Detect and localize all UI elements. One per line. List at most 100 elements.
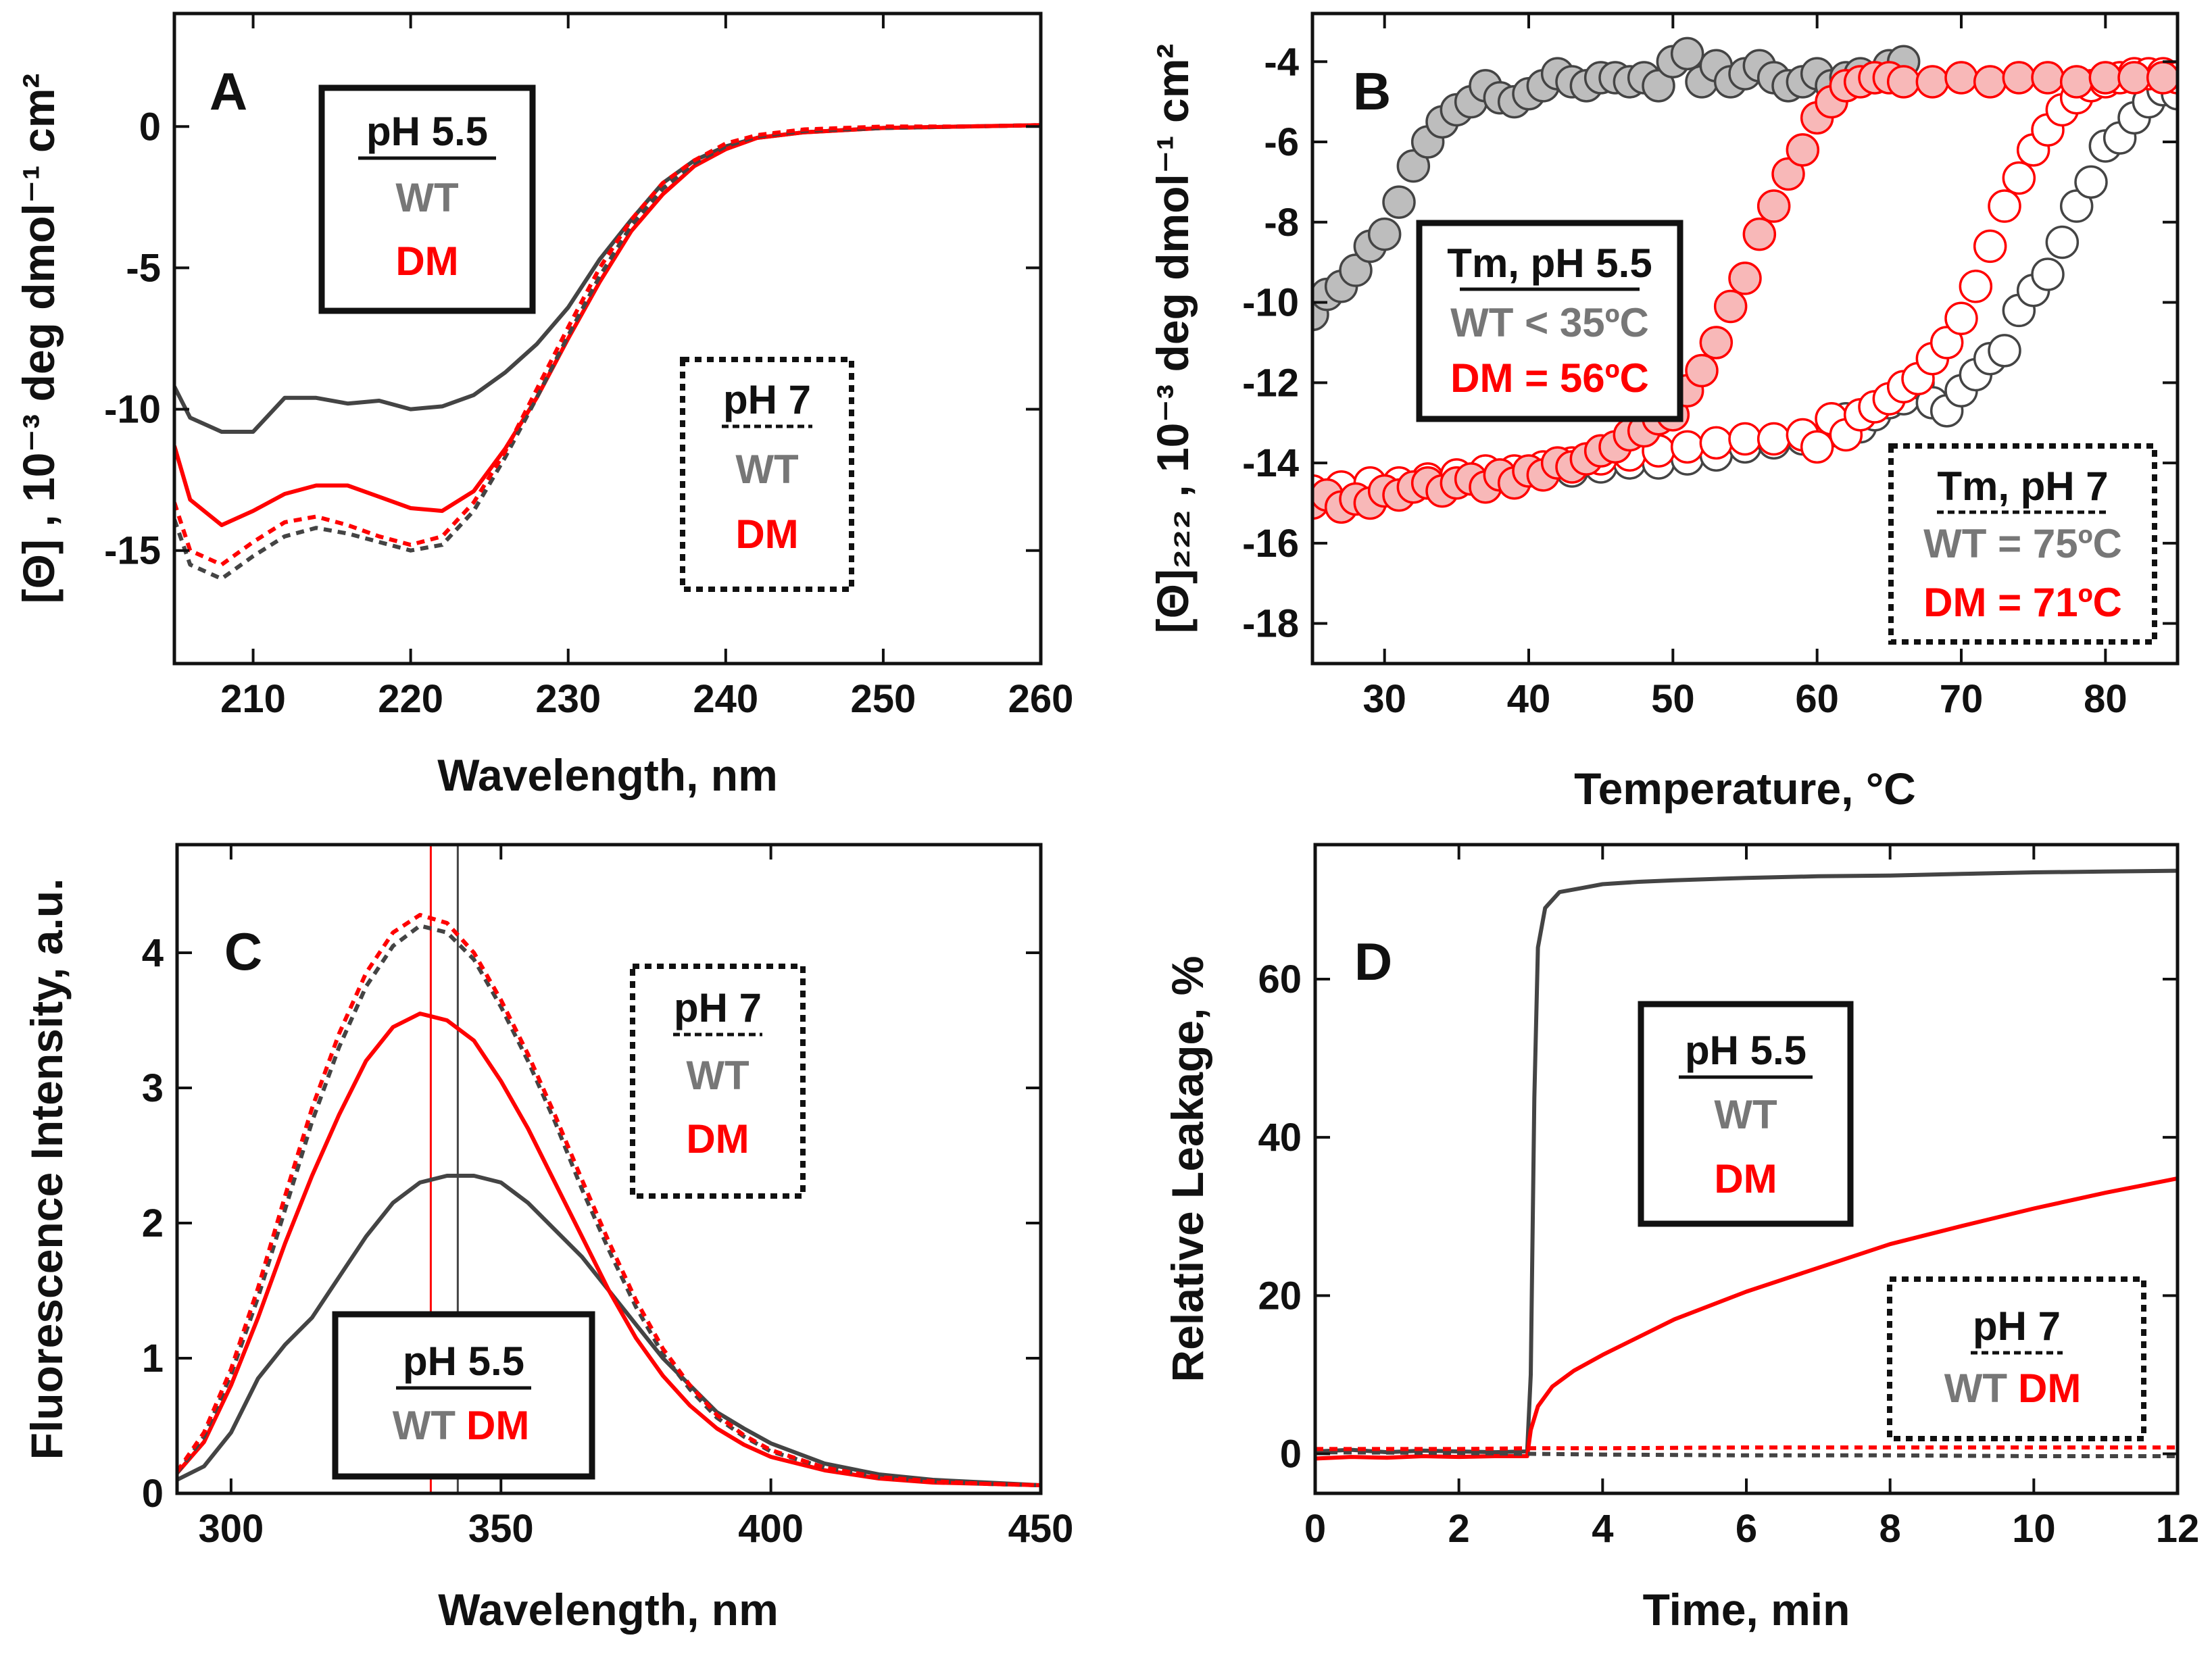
panel-c-series bbox=[177, 845, 1041, 1493]
panel-c-x-axis-title: Wavelength, nm bbox=[438, 1585, 779, 1635]
x-tick-label: 240 bbox=[693, 677, 758, 721]
data-point-dm-ph-7 bbox=[2002, 161, 2036, 195]
data-point-dm-ph-5-5 bbox=[1915, 65, 1950, 99]
data-point-wt-ph-7 bbox=[2045, 225, 2080, 259]
legend-entry-wt: WT = 75ºC bbox=[1923, 521, 2122, 566]
x-tick-label: 4 bbox=[1592, 1507, 1613, 1551]
panel-c: 300 350 400 450 0 1 2 3 4 C Wavelength, nm Fluo… bbox=[22, 843, 1073, 1635]
legend-box-dotted bbox=[630, 964, 806, 1199]
legend-title: Tm, pH 5.5 bbox=[1447, 241, 1652, 286]
data-point-wt-ph-5-5 bbox=[1339, 253, 1373, 287]
data-point-dm-ph-5-5 bbox=[1786, 133, 1820, 167]
panel-d-y-axis-title: Relative Leakage, % bbox=[1162, 956, 1212, 1383]
x-tick-label: 250 bbox=[851, 677, 916, 721]
data-point-dm-ph-5-5 bbox=[2002, 61, 2036, 95]
panel-d-legend-ph55: pH 5.5 WT DM bbox=[1638, 1001, 1854, 1227]
y-tick-label: 0 bbox=[139, 105, 161, 149]
data-point-dm-ph-5-5 bbox=[1756, 189, 1791, 223]
panel-d: 0 2 4 6 8 10 12 0 20 40 60 D Time, min Relative L… bbox=[1162, 843, 2200, 1635]
series-line-dm-ph-7 bbox=[177, 913, 1041, 1487]
data-point-wt-ph-5-5 bbox=[1367, 217, 1402, 251]
legend-entry-wt: WT bbox=[735, 447, 798, 492]
data-point-dm-ph-5-5 bbox=[2031, 61, 2065, 95]
x-tick-label: 70 bbox=[1940, 677, 1984, 721]
series-line-dm-ph-5-5 bbox=[177, 1012, 1041, 1487]
panel-c-letter: C bbox=[224, 922, 262, 981]
legend-title: pH 7 bbox=[723, 377, 811, 422]
data-point-dm-ph-5-5 bbox=[1973, 65, 2007, 99]
x-tick-label: 80 bbox=[2084, 677, 2128, 721]
panel-c-plot-frame bbox=[175, 843, 1043, 1495]
series-line-wt-ph-5-5 bbox=[174, 123, 1041, 434]
series-line-dm-ph-7 bbox=[174, 123, 1041, 567]
data-point-dm-ph-5-5 bbox=[1742, 217, 1777, 251]
data-point-wt-ph-7 bbox=[1988, 334, 2021, 368]
panel-b-letter: B bbox=[1353, 61, 1391, 121]
data-point-dm-ph-5-5 bbox=[2117, 61, 2151, 95]
data-point-dm-ph-7 bbox=[1756, 422, 1791, 456]
legend-box-dotted bbox=[1887, 1276, 2146, 1441]
panel-a-x-ticks: 210 220 230 240 250 260 bbox=[220, 14, 1073, 721]
legend-title: pH 5.5 bbox=[1685, 1028, 1807, 1073]
panel-b-legend-ph7: Tm, pH 7 WT = 75ºC DM = 71ºC bbox=[1888, 443, 2157, 645]
x-tick-label: 50 bbox=[1651, 677, 1695, 721]
legend-entry-wt: WT bbox=[1714, 1092, 1777, 1137]
legend-box-solid bbox=[1416, 220, 1683, 422]
data-point-dm-ph-5-5 bbox=[2088, 61, 2123, 95]
data-point-dm-ph-5-5 bbox=[1886, 65, 1921, 99]
legend-title: pH 7 bbox=[674, 985, 762, 1030]
y-tick-label: 4 bbox=[142, 931, 164, 975]
panel-b-x-axis-title: Temperature, °C bbox=[1574, 764, 1916, 814]
y-tick-label: -18 bbox=[1242, 602, 1299, 646]
x-tick-label: 260 bbox=[1008, 677, 1074, 721]
panel-c-legend-ph55: pH 5.5 WT DM bbox=[332, 1311, 595, 1480]
x-tick-label: 450 bbox=[1008, 1507, 1074, 1551]
panel-a-letter: A bbox=[210, 61, 247, 121]
data-point-dm-ph-5-5 bbox=[1699, 326, 1734, 359]
panel-a-y-axis-title: [Θ] , 10⁻³ deg dmol⁻¹ cm² bbox=[14, 74, 64, 604]
x-tick-label: 8 bbox=[1879, 1507, 1901, 1551]
panel-d-x-axis-title: Time, min bbox=[1643, 1585, 1850, 1635]
x-tick-label: 2 bbox=[1448, 1507, 1470, 1551]
y-tick-label: -6 bbox=[1264, 120, 1299, 164]
panel-c-y-axis-title: Fluorescence Intensity, a.u. bbox=[22, 878, 72, 1460]
y-tick-label: -14 bbox=[1242, 441, 1299, 485]
legend-box-dotted bbox=[680, 357, 854, 592]
x-tick-label: 12 bbox=[2156, 1507, 2200, 1551]
panel-b-x-ticks: 30 40 50 60 70 80 bbox=[1362, 14, 2128, 721]
panel-b-plot-frame bbox=[1310, 11, 2180, 666]
panel-b-y-ticks: -4 -6 -8 -10 -12 -14 -16 -18 bbox=[1242, 40, 2178, 646]
data-point-dm-ph-7 bbox=[1728, 422, 1762, 456]
legend-entry-wt: WT bbox=[686, 1053, 749, 1098]
y-tick-label: -8 bbox=[1264, 201, 1299, 245]
legend-entry-dm: DM = 56ºC bbox=[1450, 355, 1649, 401]
y-tick-label: 2 bbox=[142, 1201, 164, 1245]
panel-d-series bbox=[1315, 868, 2178, 1461]
y-tick-label: -4 bbox=[1264, 40, 1299, 84]
y-tick-label: 3 bbox=[142, 1066, 164, 1110]
panel-b-legend-ph55: Tm, pH 5.5 WT < 35ºC DM = 56ºC bbox=[1416, 220, 1683, 422]
series-line-wt-ph-7 bbox=[177, 924, 1041, 1487]
panel-d-letter: D bbox=[1354, 932, 1392, 991]
x-tick-label: 210 bbox=[220, 677, 286, 721]
data-point-dm-ph-7 bbox=[1699, 426, 1734, 460]
y-tick-label: -12 bbox=[1242, 361, 1299, 405]
legend-box-dotted bbox=[1888, 443, 2157, 645]
panel-c-x-ticks: 300 350 400 450 bbox=[198, 845, 1073, 1551]
y-tick-label: 60 bbox=[1258, 957, 1302, 1001]
x-tick-label: 350 bbox=[468, 1507, 534, 1551]
panel-a: 210 220 230 240 250 260 0 -5 -10 -15 A Wavelengt… bbox=[14, 11, 1073, 800]
legend-entry-wt: WT bbox=[1944, 1366, 2007, 1411]
panel-b-series bbox=[1312, 36, 2178, 524]
data-point-dm-ph-7 bbox=[1800, 430, 1834, 464]
legend-box-solid bbox=[318, 84, 536, 314]
data-point-wt-ph-7 bbox=[2074, 165, 2108, 199]
x-tick-label: 40 bbox=[1507, 677, 1551, 721]
series-line-dm-ph-5-5 bbox=[1315, 1176, 2178, 1461]
legend-entry-dm: DM bbox=[735, 512, 798, 557]
data-point-dm-ph-5-5 bbox=[1685, 353, 1719, 388]
legend-entry-wt: WT < 35ºC bbox=[1450, 300, 1649, 345]
legend-entry-dm: DM bbox=[2018, 1366, 2081, 1411]
x-tick-label: 60 bbox=[1795, 677, 1839, 721]
x-tick-label: 230 bbox=[535, 677, 601, 721]
